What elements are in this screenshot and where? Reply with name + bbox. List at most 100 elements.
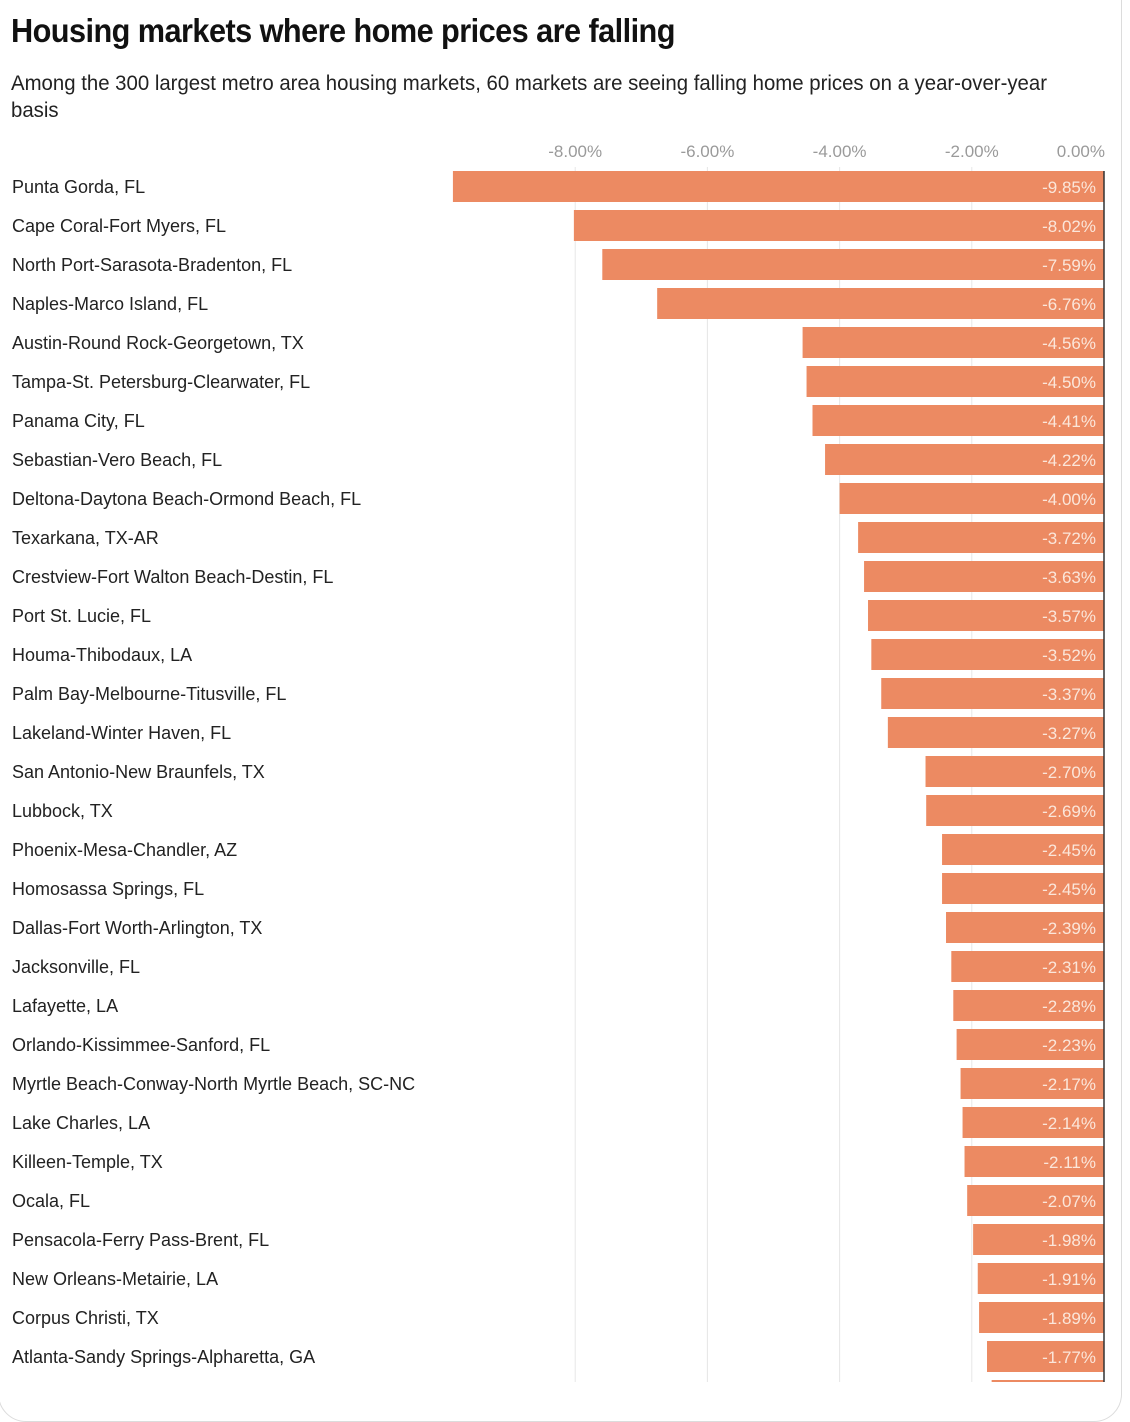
value-label: -4.22%	[1042, 451, 1096, 470]
value-label: -2.39%	[1042, 919, 1096, 938]
bar-partial	[991, 1380, 1104, 1382]
bar	[864, 561, 1104, 592]
value-label: -7.59%	[1042, 256, 1096, 275]
category-label: Lafayette, LA	[12, 996, 118, 1016]
category-label: Lake Charles, LA	[12, 1113, 150, 1133]
bar	[887, 717, 1104, 748]
bar	[452, 171, 1104, 202]
bar	[806, 366, 1104, 397]
bar	[951, 951, 1104, 982]
category-label: Panama City, FL	[12, 411, 145, 431]
value-label: -2.28%	[1042, 997, 1096, 1016]
bar	[967, 1185, 1104, 1216]
value-labels: -9.85% -8.02% -7.59% -6.76% -4.56% -4.50% -4.4…	[1042, 178, 1096, 1367]
bar	[953, 990, 1104, 1021]
category-label: Sebastian-Vero Beach, FL	[12, 450, 222, 470]
bar-chart: -8.00% -6.00% -4.00% -2.00% 0.00% Punta Gord…	[12, 142, 1105, 1382]
value-label: -3.52%	[1042, 646, 1096, 665]
category-label: Jacksonville, FL	[12, 957, 140, 977]
x-tick-label: 0.00%	[1057, 142, 1105, 161]
bar	[881, 678, 1104, 709]
x-tick-label: -8.00%	[548, 142, 602, 161]
bars	[452, 171, 1104, 1382]
value-label: -8.02%	[1042, 217, 1096, 236]
category-label: Port St. Lucie, FL	[12, 606, 151, 626]
category-label: Dallas-Fort Worth-Arlington, TX	[12, 918, 262, 938]
value-label: -3.37%	[1042, 685, 1096, 704]
value-label: -4.56%	[1042, 334, 1096, 353]
category-label: Texarkana, TX-AR	[12, 528, 159, 548]
category-label: Ocala, FL	[12, 1191, 90, 1211]
value-label: -2.07%	[1042, 1192, 1096, 1211]
category-label: Atlanta-Sandy Springs-Alpharetta, GA	[12, 1347, 315, 1367]
bar	[942, 834, 1104, 865]
value-label: -3.57%	[1042, 607, 1096, 626]
bar	[960, 1068, 1104, 1099]
bar	[573, 210, 1104, 241]
bar	[987, 1341, 1104, 1372]
category-label: Orlando-Kissimmee-Sanford, FL	[12, 1035, 270, 1055]
value-label: -2.11%	[1043, 1153, 1096, 1172]
x-tick-label: -6.00%	[680, 142, 734, 161]
bar	[977, 1263, 1104, 1294]
bar	[602, 249, 1104, 280]
category-label: Pensacola-Ferry Pass-Brent, FL	[12, 1230, 269, 1250]
value-label: -2.45%	[1042, 880, 1096, 899]
value-label: -2.14%	[1042, 1114, 1096, 1133]
value-label: -3.63%	[1042, 568, 1096, 587]
value-label: -2.70%	[1042, 763, 1096, 782]
category-label: Cape Coral-Fort Myers, FL	[12, 216, 226, 236]
value-label: -1.77%	[1042, 1348, 1096, 1367]
category-label: Palm Bay-Melbourne-Titusville, FL	[12, 684, 286, 704]
category-label: Lubbock, TX	[12, 801, 113, 821]
category-label: San Antonio-New Braunfels, TX	[12, 762, 265, 782]
bar	[812, 405, 1104, 436]
bar	[858, 522, 1104, 553]
category-label: North Port-Sarasota-Bradenton, FL	[12, 255, 292, 275]
bar	[973, 1224, 1104, 1255]
value-label: -2.69%	[1042, 802, 1096, 821]
category-label: Corpus Christi, TX	[12, 1308, 159, 1328]
category-label: Houma-Thibodaux, LA	[12, 645, 192, 665]
bar	[825, 444, 1104, 475]
category-label: Crestview-Fort Walton Beach-Destin, FL	[12, 567, 333, 587]
value-label: -1.89%	[1042, 1309, 1096, 1328]
category-label: Naples-Marco Island, FL	[12, 294, 208, 314]
bar	[657, 288, 1104, 319]
category-label: Deltona-Daytona Beach-Ormond Beach, FL	[12, 489, 361, 509]
bar	[962, 1107, 1104, 1138]
value-label: -2.45%	[1042, 841, 1096, 860]
value-label: -2.17%	[1042, 1075, 1096, 1094]
bar	[868, 600, 1104, 631]
category-label: Punta Gorda, FL	[12, 177, 145, 197]
category-label: Tampa-St. Petersburg-Clearwater, FL	[12, 372, 310, 392]
category-label: Austin-Round Rock-Georgetown, TX	[12, 333, 304, 353]
value-label: -6.76%	[1042, 295, 1096, 314]
category-label: Killeen-Temple, TX	[12, 1152, 163, 1172]
category-label: Lakeland-Winter Haven, FL	[12, 723, 231, 743]
value-label: -1.91%	[1042, 1270, 1096, 1289]
value-label: -2.23%	[1042, 1036, 1096, 1055]
category-label: Homosassa Springs, FL	[12, 879, 204, 899]
value-label: -3.27%	[1042, 724, 1096, 743]
chart-subtitle: Among the 300 largest metro area housing…	[11, 72, 1048, 122]
category-label: New Orleans-Metairie, LA	[12, 1269, 218, 1289]
bar	[925, 756, 1104, 787]
x-tick-label: -4.00%	[813, 142, 867, 161]
bar	[942, 873, 1104, 904]
x-axis-ticks: -8.00% -6.00% -4.00% -2.00% 0.00%	[548, 142, 1105, 161]
chart-title: Housing markets where home prices are fa…	[11, 12, 675, 49]
category-labels: Punta Gorda, FL Cape Coral-Fort Myers, FL…	[12, 177, 415, 1367]
value-label: -4.00%	[1042, 490, 1096, 509]
bar	[946, 912, 1104, 943]
bar	[802, 327, 1104, 358]
value-label: -3.72%	[1042, 529, 1096, 548]
bar	[839, 483, 1104, 514]
bar	[979, 1302, 1104, 1333]
value-label: -9.85%	[1042, 178, 1096, 197]
x-tick-label: -2.00%	[945, 142, 999, 161]
bar	[964, 1146, 1104, 1177]
bar	[926, 795, 1104, 826]
value-label: -1.98%	[1042, 1231, 1096, 1250]
value-label: -4.50%	[1042, 373, 1096, 392]
